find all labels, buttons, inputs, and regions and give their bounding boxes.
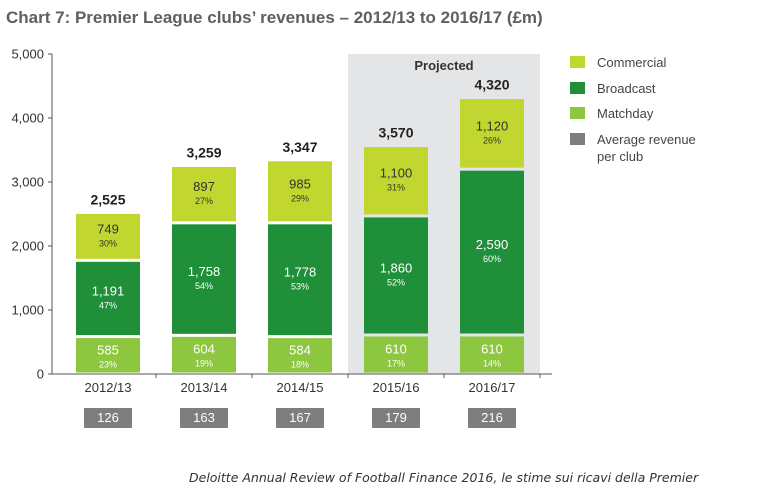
bar-value-label-matchday: 610 [385,341,407,356]
projected-label: Projected [414,58,473,73]
bar-segment-commercial [76,213,140,259]
bar-value-label-broadcast: 1,191 [92,283,125,298]
x-tick-label: 2015/16 [373,380,420,395]
bar-value-label-matchday: 585 [97,342,119,357]
bar-share-label-commercial: 29% [291,193,309,203]
bar-segment-matchday [268,338,332,373]
bar-share-label-matchday: 23% [99,359,117,369]
chart-title: Chart 7: Premier League clubs’ revenues … [6,8,543,27]
legend-item-matchday: Matchday [570,105,653,122]
bar-share-label-broadcast: 53% [291,282,309,292]
bar-segment-commercial [460,99,524,168]
y-tick-label: 2,000 [11,239,44,254]
bar-share-label-broadcast: 52% [387,277,405,287]
bar-segment-broadcast [76,261,140,336]
bar-share-label-matchday: 19% [195,359,213,369]
legend-label-matchday: Matchday [597,106,654,121]
legend-swatch-commercial [570,56,585,68]
bar-segment-matchday [460,336,524,373]
bar-share-label-broadcast: 47% [99,300,117,310]
y-tick-label: 1,000 [11,303,44,318]
bar-total-label: 2,525 [90,191,125,207]
legend-label-broadcast: Broadcast [597,81,656,96]
bar-value-label-commercial: 1,100 [380,166,413,181]
bar-share-label-matchday: 18% [291,359,309,369]
bar-share-label-broadcast: 54% [195,281,213,291]
bar-share-label-matchday: 14% [483,358,501,368]
y-tick-label: 3,000 [11,175,44,190]
bar-value-label-commercial: 985 [289,176,311,191]
average-revenue-box: 126 [84,408,132,428]
x-tick-label: 2012/13 [85,380,132,395]
bar-total-label: 3,347 [282,139,317,155]
legend-item-broadcast: Broadcast [570,80,656,97]
legend-label-average: Average revenue per club [597,132,696,164]
legend-item-commercial: Commercial [570,54,666,71]
bar-segment-broadcast [364,217,428,334]
average-revenue-box: 163 [180,408,228,428]
source-note: Deloitte Annual Review of Football Finan… [189,470,699,485]
legend-label-commercial: Commercial [597,55,667,70]
bar-value-label-broadcast: 1,860 [380,260,413,275]
y-tick-label: 5,000 [11,47,44,62]
bar-segment-matchday [76,338,140,373]
bar-value-label-commercial: 749 [97,221,119,236]
bar-segment-matchday [364,336,428,373]
bar-segment-broadcast [460,170,524,334]
y-tick-label: 4,000 [11,111,44,126]
legend-swatch-matchday [570,107,585,119]
bar-share-label-commercial: 31% [387,183,405,193]
legend-swatch-broadcast [570,82,585,94]
legend-item-average: Average revenue per club [570,131,707,165]
x-tick-label: 2016/17 [469,380,516,395]
bar-segment-broadcast [172,224,236,334]
bar-share-label-commercial: 30% [99,238,117,248]
bar-share-label-broadcast: 60% [483,254,501,264]
bar-segment-matchday [172,336,236,373]
bar-total-label: 4,320 [474,77,509,93]
bar-value-label-broadcast: 1,778 [284,265,317,280]
average-revenue-box: 167 [276,408,324,428]
bar-value-label-broadcast: 2,590 [476,237,509,252]
bar-total-label: 3,570 [378,125,413,141]
x-tick-label: 2013/14 [181,380,228,395]
bar-segment-commercial [268,161,332,222]
bar-segment-broadcast [268,224,332,336]
x-tick-label: 2014/15 [277,380,324,395]
bar-segment-commercial [364,147,428,215]
y-tick-label: 0 [37,367,44,382]
bar-total-label: 3,259 [186,144,221,160]
bar-segment-commercial [172,166,236,222]
bar-value-label-matchday: 584 [289,342,311,357]
bar-value-label-matchday: 604 [193,342,215,357]
average-revenue-box: 179 [372,408,420,428]
bar-value-label-broadcast: 1,758 [188,264,221,279]
legend-swatch-average [570,133,585,145]
average-revenue-box: 216 [468,408,516,428]
bar-share-label-commercial: 27% [195,196,213,206]
bar-share-label-commercial: 26% [483,135,501,145]
bar-value-label-matchday: 610 [481,341,503,356]
bar-share-label-matchday: 17% [387,358,405,368]
bar-value-label-commercial: 897 [193,179,215,194]
bar-value-label-commercial: 1,120 [476,118,509,133]
